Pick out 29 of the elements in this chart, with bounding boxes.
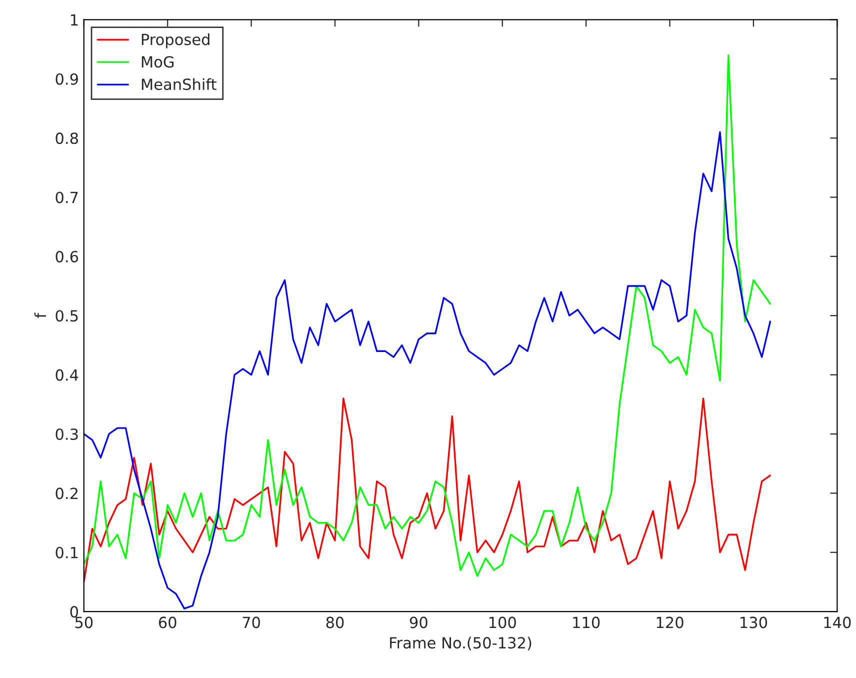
y-tick-label: 0.6 [56, 250, 78, 262]
y-tick-label: 0.5 [56, 310, 78, 322]
x-tick-label: 90 [410, 616, 428, 628]
y-tick-label: 0.9 [56, 73, 78, 85]
y-tick-label: 0.1 [56, 546, 78, 558]
x-tick-label: 60 [158, 616, 176, 628]
x-tick-label: 110 [573, 616, 600, 628]
x-tick-label: 80 [326, 616, 344, 628]
x-tick-label: 100 [489, 616, 516, 628]
y-tick-label: 0.2 [56, 488, 78, 500]
x-axis-title: Frame No.(50-132) [390, 636, 532, 650]
x-tick-label: 120 [656, 616, 684, 628]
x-tick-label: 130 [740, 616, 768, 628]
y-tick-label: 0.4 [56, 369, 78, 381]
legend-label: Proposed [142, 33, 210, 48]
legend-label: MeanShift [142, 78, 216, 90]
legend-label: MoG [142, 56, 174, 68]
x-tick-label: 140 [824, 616, 851, 628]
y-tick-label: 1 [70, 14, 78, 26]
y-tick-label: 0.8 [56, 132, 78, 144]
x-tick-label: 70 [242, 616, 260, 628]
y-tick-label: 0.3 [56, 428, 78, 440]
line-series [84, 54, 772, 577]
line-series [84, 398, 772, 583]
y-tick-label: 0 [70, 606, 78, 618]
y-tick-label: 0.7 [56, 192, 78, 204]
line-series [84, 131, 772, 610]
y-axis-title: f [34, 312, 46, 318]
x-tick-label: 50 [75, 616, 93, 628]
